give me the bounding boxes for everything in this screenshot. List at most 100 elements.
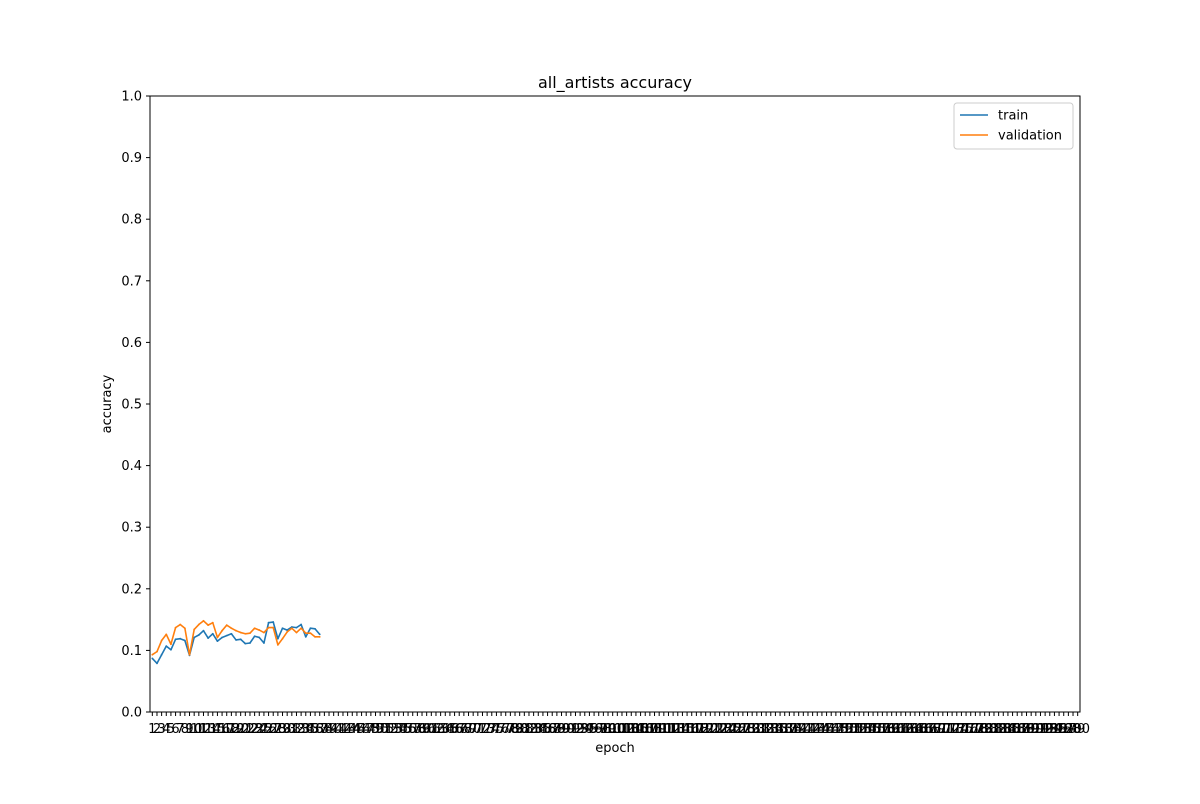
x-tick-label: 96 <box>586 722 603 737</box>
y-tick-label: 0.5 <box>121 398 142 413</box>
x-tick-label: 62 <box>428 722 445 737</box>
data-point-train <box>314 627 316 630</box>
x-tick-label: 156 <box>861 722 886 737</box>
x-tick-label: 170 <box>926 722 951 737</box>
x-tick-label: 143 <box>800 722 825 737</box>
data-point-validation <box>239 631 242 634</box>
x-tick-label: 141 <box>791 722 816 737</box>
data-point-train <box>174 638 177 641</box>
x-tick-label: 133 <box>754 722 779 737</box>
y-tick-label: 0.6 <box>121 336 142 351</box>
x-tick-label: 163 <box>893 722 918 737</box>
x-tick-label: 37 <box>311 722 328 737</box>
y-tick-label: 0.7 <box>121 274 142 289</box>
data-point-validation <box>211 621 214 624</box>
x-tick-label: 161 <box>884 722 909 737</box>
x-tick-label: 119 <box>689 722 714 737</box>
x-tick-label: 99 <box>600 722 617 737</box>
data-point-train <box>286 629 289 631</box>
x-tick-label: 198 <box>1056 722 1081 737</box>
x-tick-label: 46 <box>353 722 370 737</box>
x-tick-label: 12 <box>195 722 212 737</box>
x-tick-label: 180 <box>972 722 997 737</box>
y-tick-label: 0.3 <box>121 521 142 536</box>
x-tick-label: 111 <box>651 722 676 737</box>
data-point-validation <box>202 619 205 622</box>
x-tick-label: 106 <box>628 722 653 737</box>
x-tick-label: 137 <box>772 722 797 737</box>
x-axis-label: epoch <box>595 741 635 756</box>
x-tick-label: 64 <box>437 722 454 737</box>
data-point-train <box>216 640 219 643</box>
data-point-validation <box>290 627 293 630</box>
x-tick-label: 95 <box>581 722 598 737</box>
x-tick-label: 142 <box>796 722 821 737</box>
x-tick-label: 33 <box>293 722 310 737</box>
x-tick-label: 127 <box>726 722 751 737</box>
data-point-validation <box>193 628 196 631</box>
x-tick-label: 188 <box>1009 722 1034 737</box>
x-tick-label: 40 <box>325 722 342 737</box>
x-tick-label: 18 <box>223 722 240 737</box>
x-tick-label: 120 <box>693 722 718 737</box>
chart-title: all_artists accuracy <box>538 73 692 93</box>
x-tick-label: 5 <box>167 722 175 737</box>
x-tick-label: 115 <box>670 722 695 737</box>
x-tick-label: 94 <box>577 722 594 737</box>
x-tick-label: 145 <box>810 722 835 737</box>
data-point-validation <box>272 626 275 629</box>
x-tick-label: 44 <box>344 722 361 737</box>
x-tick-label: 45 <box>349 722 366 737</box>
data-point-train <box>244 642 247 645</box>
x-tick-label: 112 <box>656 722 681 737</box>
data-point-validation <box>300 627 303 630</box>
x-tick-label: 50 <box>372 722 389 737</box>
data-point-train <box>170 648 172 651</box>
x-tick-label: 16 <box>214 722 231 737</box>
x-tick-label: 134 <box>758 722 783 737</box>
x-tick-label: 140 <box>786 722 811 737</box>
data-point-train <box>183 639 186 642</box>
x-tick-label: 183 <box>986 722 1011 737</box>
x-tick-label: 126 <box>721 722 746 737</box>
x-tick-label: 73 <box>479 722 496 737</box>
x-tick-label: 118 <box>684 722 709 737</box>
x-tick-label: 109 <box>642 722 667 737</box>
data-point-validation <box>179 623 182 626</box>
x-tick-label: 139 <box>782 722 807 737</box>
x-tick-label: 72 <box>474 722 491 737</box>
x-tick-label: 66 <box>446 722 463 737</box>
x-tick-label: 74 <box>484 722 501 737</box>
x-tick-label: 182 <box>982 722 1007 737</box>
x-tick-label: 191 <box>1023 722 1048 737</box>
x-tick-label: 11 <box>191 722 208 737</box>
x-tick-label: 174 <box>944 722 969 737</box>
x-tick-label: 165 <box>903 722 928 737</box>
x-tick-label: 121 <box>698 722 723 737</box>
x-tick-label: 54 <box>391 722 408 737</box>
y-tick-label: 0.0 <box>121 706 142 721</box>
x-tick-label: 185 <box>996 722 1021 737</box>
x-tick-label: 20 <box>232 722 249 737</box>
x-tick-label: 53 <box>386 722 403 737</box>
x-tick-label: 86 <box>539 722 556 737</box>
legend-label-validation: validation <box>998 129 1062 144</box>
x-tick-label: 36 <box>307 722 324 737</box>
data-point-train <box>211 632 214 635</box>
x-tick-label: 189 <box>1014 722 1039 737</box>
data-point-train <box>156 662 158 665</box>
x-tick-label: 178 <box>963 722 988 737</box>
x-tick-label: 26 <box>260 722 277 737</box>
x-tick-label: 19 <box>228 722 245 737</box>
x-tick-label: 63 <box>432 722 449 737</box>
x-tick-label: 169 <box>921 722 946 737</box>
x-tick-label: 27 <box>265 722 282 737</box>
data-point-validation <box>207 624 210 627</box>
x-tick-label: 48 <box>363 722 380 737</box>
data-point-validation <box>295 631 298 634</box>
x-tick-label: 197 <box>1051 722 1076 737</box>
x-tick-label: 69 <box>460 722 477 737</box>
data-point-validation <box>249 632 251 635</box>
x-tick-label: 186 <box>1000 722 1025 737</box>
